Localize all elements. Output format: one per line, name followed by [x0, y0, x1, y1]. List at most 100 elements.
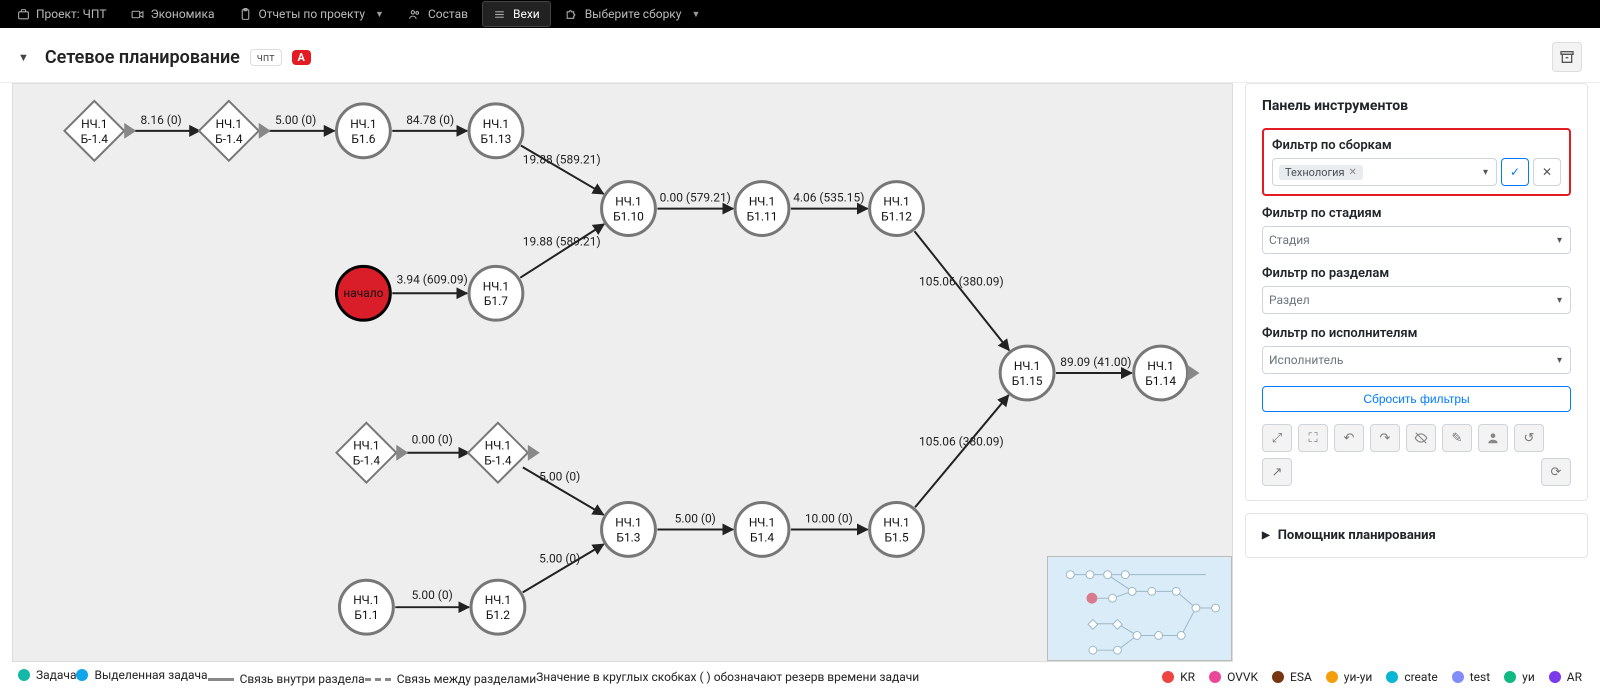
legend-item: Задача	[18, 668, 76, 682]
clipboard-icon	[239, 7, 253, 21]
legend-item: AR	[1549, 670, 1582, 684]
legend-item: Выделенная задача	[76, 668, 207, 682]
graph-node[interactable]: НЧ.1Б1.1	[339, 580, 393, 634]
graph-node[interactable]: НЧ.1Б1.4	[735, 503, 789, 557]
legend-dash-icon	[365, 678, 391, 681]
collapse-toggle-icon[interactable]: ▼	[18, 51, 29, 64]
legend-item: Связь между разделами	[365, 672, 536, 686]
svg-text:Б-1.4: Б-1.4	[81, 132, 109, 146]
assembly-filter-highlight: Фильтр по сборкам Технология ✕ ▾ ✓ ✕	[1262, 128, 1571, 196]
nav-item-4[interactable]: Вехи	[482, 1, 551, 27]
graph-node[interactable]: НЧ.1Б1.7	[469, 266, 523, 320]
assembly-clear-button[interactable]: ✕	[1533, 158, 1561, 186]
graph-node[interactable]: НЧ.1Б1.2	[471, 580, 525, 634]
legend-item: test	[1452, 670, 1490, 684]
assembly-tag-remove-icon[interactable]: ✕	[1349, 167, 1357, 178]
graph-node[interactable]: НЧ.1Б1.14	[1134, 346, 1200, 400]
nav-item-3[interactable]: Состав	[398, 2, 478, 26]
edge-label: 10.00 (0)	[805, 511, 853, 525]
graph-node[interactable]: НЧ.1Б-1.4	[336, 423, 408, 483]
graph-node[interactable]: НЧ.1Б1.3	[602, 503, 656, 557]
nav-item-2[interactable]: Отчеты по проекту▼	[229, 2, 394, 26]
svg-text:Б1.5: Б1.5	[885, 530, 909, 544]
section-filter-label: Фильтр по разделам	[1262, 266, 1571, 281]
graph-node[interactable]: начало	[336, 266, 390, 320]
nav-item-1[interactable]: Экономика	[121, 2, 225, 26]
legend-item: KR	[1162, 670, 1195, 684]
legend-item: Связь внутри раздела	[208, 672, 365, 686]
graph-canvas[interactable]: 8.16 (0)5.00 (0)84.78 (0)19.88 (589.21)0…	[12, 83, 1233, 662]
section-filter-select[interactable]: Раздел ▾	[1262, 286, 1571, 314]
svg-text:начало: начало	[343, 286, 383, 300]
graph-node[interactable]: НЧ.1Б1.15	[1000, 346, 1054, 400]
reset-filters-button[interactable]: Сбросить фильтры	[1262, 386, 1571, 412]
legend-dot-icon	[1162, 671, 1174, 683]
fit-icon[interactable]: ⤢	[1262, 424, 1292, 452]
refresh-icon[interactable]: ⟳	[1541, 458, 1571, 486]
fullscreen-icon[interactable]: ⛶	[1298, 424, 1328, 452]
legend-label: Задача	[36, 668, 76, 682]
legend-dot-icon	[18, 669, 30, 681]
legend-item: уи-уи	[1326, 670, 1373, 684]
graph-node[interactable]: НЧ.1Б-1.4	[199, 101, 271, 161]
planner-accordion-toggle[interactable]: ▶ Помощник планирования	[1262, 528, 1571, 543]
chevron-down-icon: ▼	[375, 9, 384, 20]
edge-label: 0.00 (0)	[412, 433, 453, 447]
legend-item: Значение в круглых скобках ( ) обозначаю…	[536, 670, 919, 684]
assembly-tag-label: Технология	[1285, 166, 1345, 179]
svg-text:Б-1.4: Б-1.4	[353, 454, 381, 468]
assembly-apply-button[interactable]: ✓	[1501, 158, 1529, 186]
svg-text:НЧ.1: НЧ.1	[353, 593, 379, 607]
svg-text:Б1.1: Б1.1	[354, 608, 378, 622]
graph-node[interactable]: НЧ.1Б1.6	[336, 104, 390, 158]
assembly-filter-select[interactable]: Технология ✕ ▾	[1272, 158, 1497, 186]
graph-node[interactable]: НЧ.1Б1.10	[602, 182, 656, 236]
edge-label: 5.00 (0)	[539, 551, 580, 565]
graph-node[interactable]: НЧ.1Б-1.4	[64, 101, 136, 161]
page-header: ▼ Сетевое планирование чпт А	[0, 28, 1600, 83]
graph-node[interactable]: НЧ.1Б1.12	[870, 182, 924, 236]
tools-panel: Панель инструментов Фильтр по сборкам Те…	[1245, 83, 1588, 501]
tools-panel-title: Панель инструментов	[1262, 98, 1571, 114]
share-icon[interactable]: ↗	[1262, 458, 1292, 486]
svg-text:Б1.2: Б1.2	[486, 608, 510, 622]
nav-item-label: Проект: ЧПТ	[36, 7, 107, 21]
nav-item-5[interactable]: Выберите сборку ▼	[555, 2, 711, 26]
svg-text:Б1.14: Б1.14	[1145, 374, 1176, 388]
edge-label: 3.94 (609.09)	[397, 272, 468, 286]
svg-text:Б1.15: Б1.15	[1012, 374, 1043, 388]
graph-node[interactable]: НЧ.1Б1.11	[735, 182, 789, 236]
hide-icon[interactable]	[1406, 424, 1436, 452]
svg-text:НЧ.1: НЧ.1	[883, 195, 909, 209]
graph-node[interactable]: НЧ.1Б1.5	[870, 503, 924, 557]
person-icon[interactable]	[1478, 424, 1508, 452]
nav-item-0[interactable]: Проект: ЧПТ	[6, 2, 117, 26]
chevron-down-icon: ▼	[691, 9, 700, 20]
svg-text:Б-1.4: Б-1.4	[484, 454, 512, 468]
svg-text:Б1.7: Б1.7	[484, 294, 508, 308]
redo-icon[interactable]: ↷	[1370, 424, 1400, 452]
archive-button[interactable]	[1552, 42, 1582, 72]
edit-icon[interactable]: ✎	[1442, 424, 1472, 452]
svg-text:НЧ.1: НЧ.1	[749, 195, 775, 209]
history-icon[interactable]: ↺	[1514, 424, 1544, 452]
svg-text:Б1.4: Б1.4	[750, 530, 774, 544]
graph-node[interactable]: НЧ.1Б1.13	[469, 104, 523, 158]
edge-label: 8.16 (0)	[141, 113, 182, 127]
undo-icon[interactable]: ↶	[1334, 424, 1364, 452]
legend-label: Связь между разделами	[397, 672, 536, 686]
legend-line-icon	[208, 678, 234, 681]
stage-filter-select[interactable]: Стадия ▾	[1262, 226, 1571, 254]
nav-item-label: Выберите сборку	[585, 7, 682, 21]
assembly-tag: Технология ✕	[1279, 165, 1363, 180]
legend-label: Связь внутри раздела	[240, 672, 365, 686]
assignee-filter-select[interactable]: Исполнитель ▾	[1262, 346, 1571, 374]
minimap[interactable]	[1047, 556, 1232, 661]
planner-panel: ▶ Помощник планирования	[1245, 513, 1588, 558]
main: 8.16 (0)5.00 (0)84.78 (0)19.88 (589.21)0…	[0, 83, 1600, 662]
svg-text:НЧ.1: НЧ.1	[1014, 359, 1040, 373]
chevron-down-icon: ▾	[1483, 167, 1488, 178]
graph-node[interactable]: НЧ.1Б-1.4	[468, 423, 540, 483]
stage-placeholder: Стадия	[1269, 233, 1310, 247]
assembly-filter-label: Фильтр по сборкам	[1272, 138, 1561, 153]
